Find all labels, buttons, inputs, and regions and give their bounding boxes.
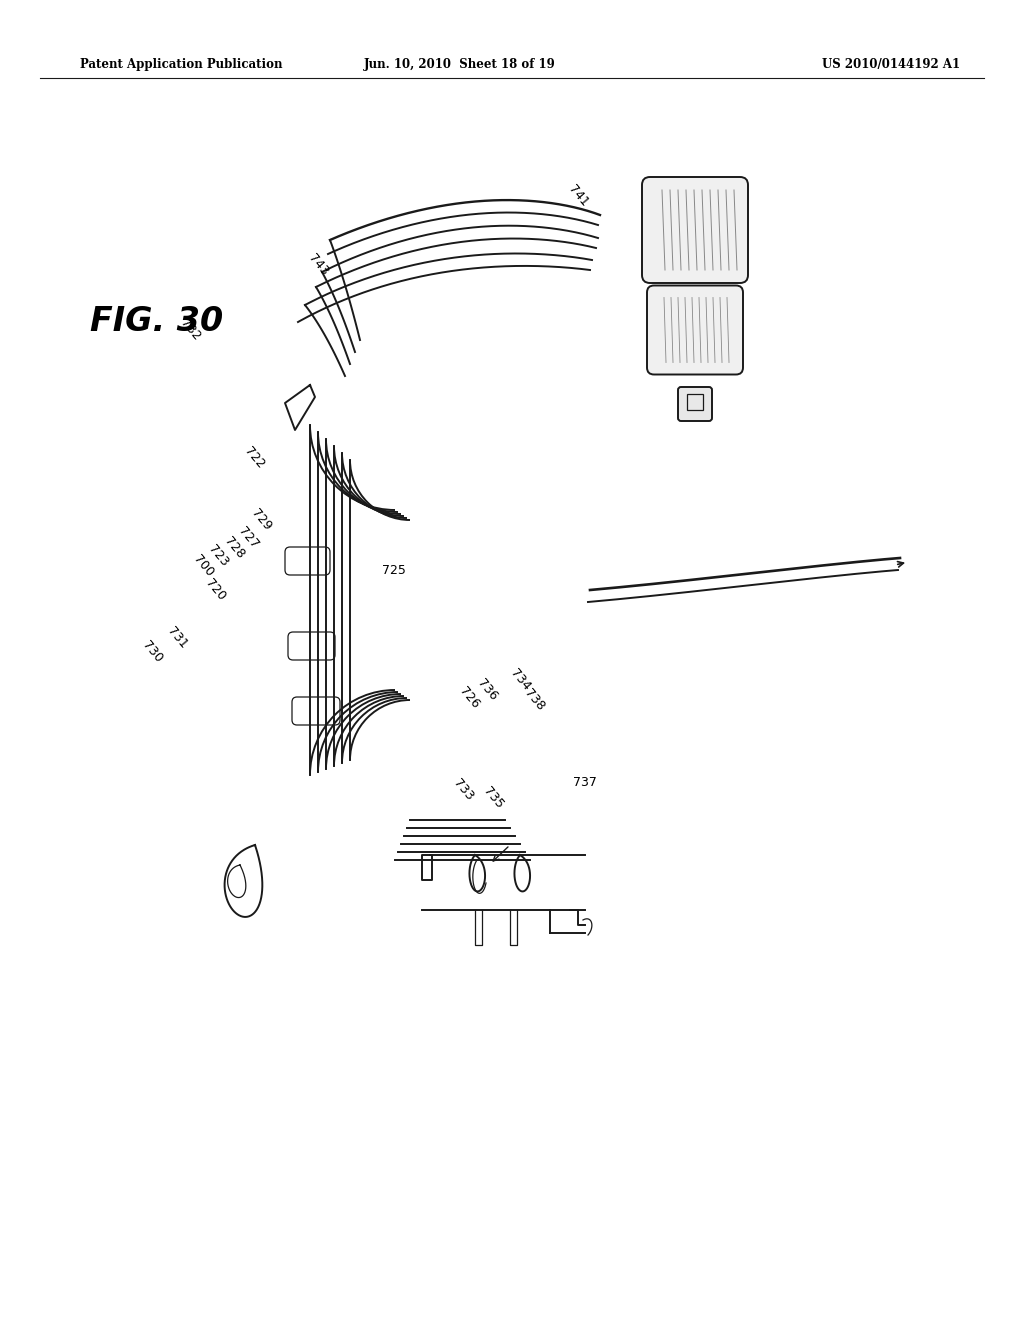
FancyBboxPatch shape [642, 177, 748, 282]
Text: Jun. 10, 2010  Sheet 18 of 19: Jun. 10, 2010 Sheet 18 of 19 [365, 58, 556, 71]
Text: 700: 700 [190, 553, 216, 579]
Text: 726: 726 [457, 685, 481, 711]
FancyBboxPatch shape [678, 387, 712, 421]
Text: 735: 735 [480, 784, 506, 812]
Text: FIG. 30: FIG. 30 [90, 305, 223, 338]
Text: 723: 723 [206, 543, 230, 569]
Text: 743: 743 [305, 252, 331, 279]
Bar [687, 393, 703, 411]
Text: 741: 741 [565, 182, 591, 210]
Text: 720: 720 [203, 577, 227, 603]
Text: 730: 730 [139, 639, 165, 665]
Text: 736: 736 [474, 677, 500, 704]
Text: 732: 732 [177, 317, 203, 343]
Text: Patent Application Publication: Patent Application Publication [80, 58, 283, 71]
Text: 734: 734 [507, 667, 532, 693]
Text: 737: 737 [573, 776, 597, 788]
Text: US 2010/0144192 A1: US 2010/0144192 A1 [822, 58, 961, 71]
Text: 738: 738 [521, 686, 547, 713]
Text: 728: 728 [221, 535, 247, 561]
Text: 727: 727 [236, 524, 261, 552]
Text: 722: 722 [242, 445, 266, 471]
Text: 729: 729 [249, 507, 273, 533]
Text: 731: 731 [165, 624, 189, 651]
Text: 725: 725 [382, 564, 406, 577]
FancyBboxPatch shape [647, 285, 743, 375]
Text: 733: 733 [451, 776, 475, 804]
